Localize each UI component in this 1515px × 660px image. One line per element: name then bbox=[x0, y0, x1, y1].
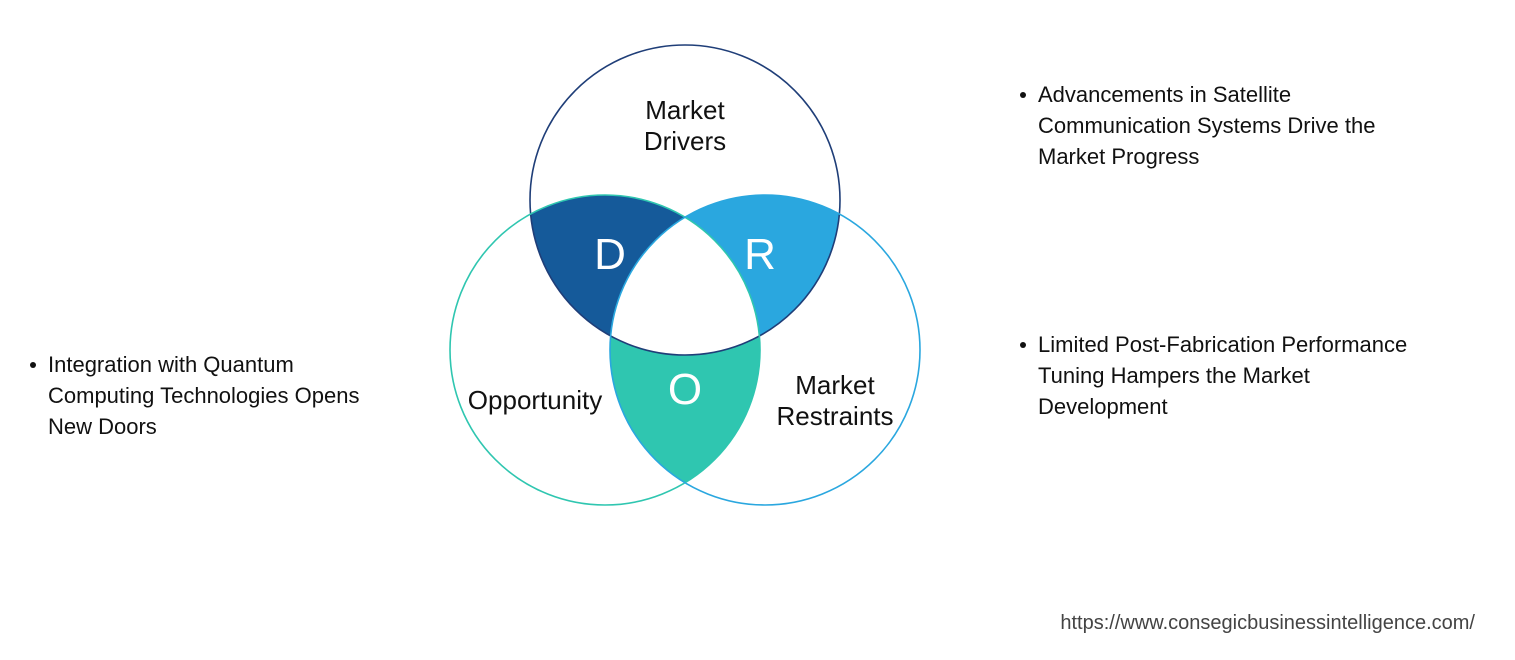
letter-o: O bbox=[655, 360, 715, 420]
label-top-line2: Drivers bbox=[644, 126, 726, 156]
letter-d: D bbox=[580, 225, 640, 285]
bullet-row: Advancements in Satellite Communication … bbox=[1020, 80, 1440, 172]
bullet-right-upper-text: Advancements in Satellite Communication … bbox=[1038, 80, 1440, 172]
source-url: https://www.consegicbusinessintelligence… bbox=[1060, 612, 1475, 635]
bullet-dot-icon bbox=[1020, 92, 1026, 98]
letter-r: R bbox=[730, 225, 790, 285]
bullet-dot-icon bbox=[30, 362, 36, 368]
venn-diagram: Market Drivers Opportunity Market Restra… bbox=[400, 20, 970, 590]
label-top-line1: Market bbox=[645, 95, 724, 125]
label-top: Market Drivers bbox=[595, 95, 775, 157]
bullet-left-text: Integration with Quantum Computing Techn… bbox=[48, 350, 360, 442]
bullet-right-lower: Limited Post-Fabrication Performance Tun… bbox=[1020, 330, 1440, 422]
bullet-left: Integration with Quantum Computing Techn… bbox=[30, 350, 360, 442]
label-right-line1: Market bbox=[795, 370, 874, 400]
bullet-row: Integration with Quantum Computing Techn… bbox=[30, 350, 360, 442]
label-right: Market Restraints bbox=[735, 370, 935, 432]
bullet-right-upper: Advancements in Satellite Communication … bbox=[1020, 80, 1440, 172]
bullet-dot-icon bbox=[1020, 342, 1026, 348]
label-left: Opportunity bbox=[435, 385, 635, 416]
bullet-row: Limited Post-Fabrication Performance Tun… bbox=[1020, 330, 1440, 422]
bullet-right-lower-text: Limited Post-Fabrication Performance Tun… bbox=[1038, 330, 1440, 422]
label-right-line2: Restraints bbox=[776, 401, 893, 431]
label-left-line1: Opportunity bbox=[468, 385, 602, 415]
diagram-stage: Integration with Quantum Computing Techn… bbox=[0, 0, 1515, 660]
